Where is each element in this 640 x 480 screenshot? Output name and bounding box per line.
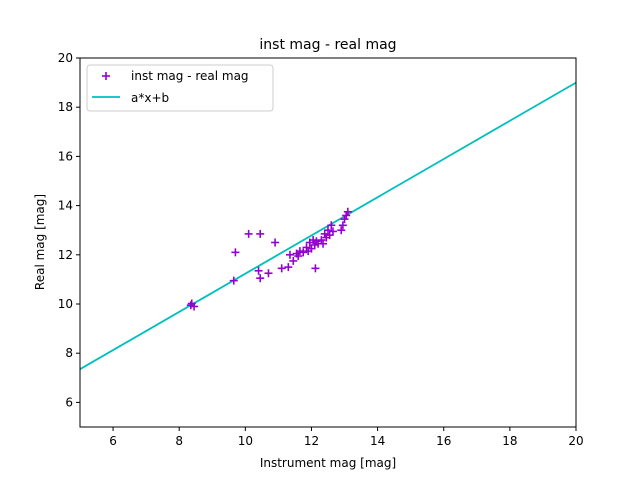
x-tick-label: 8 [175, 434, 183, 448]
data-point [324, 226, 332, 235]
data-point [264, 269, 273, 278]
data-point [337, 226, 346, 235]
data-point [327, 221, 336, 230]
legend-box [86, 64, 274, 112]
y-tick-label: 10 [58, 297, 73, 311]
x-axis-label: Instrument mag [mag] [260, 456, 396, 470]
x-tick-label: 14 [370, 434, 385, 448]
data-point [277, 264, 286, 273]
data-point [338, 221, 347, 230]
plot-area [80, 81, 576, 370]
data-point [294, 252, 303, 261]
data-point [254, 266, 263, 275]
y-tick-label: 18 [58, 100, 73, 114]
x-tick-label: 10 [238, 434, 253, 448]
y-tick-label: 16 [58, 149, 73, 163]
y-axis-label: Real mag [mag] [33, 194, 47, 290]
data-point [289, 256, 298, 265]
legend: inst mag - real mag a*x+b [86, 64, 274, 112]
legend-label-scatter: inst mag - real mag [131, 69, 249, 83]
data-point [284, 263, 293, 272]
x-tick-label: 20 [568, 434, 583, 448]
y-tick-label: 12 [58, 248, 73, 262]
data-point [299, 248, 308, 257]
data-point [231, 248, 240, 257]
data-point [256, 274, 265, 283]
data-point [328, 227, 337, 236]
data-point [302, 243, 311, 252]
legend-label-line: a*x+b [131, 91, 169, 105]
data-point [229, 276, 238, 285]
plot-frame [79, 57, 577, 428]
data-point [285, 250, 294, 259]
legend-marker-scatter [102, 72, 110, 80]
data-point [342, 211, 351, 220]
x-tick-label: 16 [436, 434, 451, 448]
x-axis: 6 8 10 12 14 16 18 20 [109, 427, 584, 448]
y-tick-label: 6 [65, 395, 73, 409]
data-point [271, 238, 280, 247]
chart-title: inst mag - real mag [259, 37, 396, 53]
data-point [311, 264, 320, 273]
x-tick-label: 12 [304, 434, 319, 448]
x-tick-label: 6 [109, 434, 117, 448]
data-point [340, 215, 349, 224]
data-point [317, 236, 326, 245]
y-tick-label: 8 [65, 346, 73, 360]
data-point [244, 229, 253, 238]
data-point [343, 207, 352, 216]
y-tick-label: 14 [58, 199, 73, 213]
y-axis: 6 8 10 12 14 16 18 20 [58, 51, 80, 409]
data-point [256, 229, 265, 238]
data-point [187, 299, 196, 308]
data-point [319, 239, 328, 248]
x-tick-label: 18 [502, 434, 517, 448]
y-tick-label: 20 [58, 51, 73, 65]
